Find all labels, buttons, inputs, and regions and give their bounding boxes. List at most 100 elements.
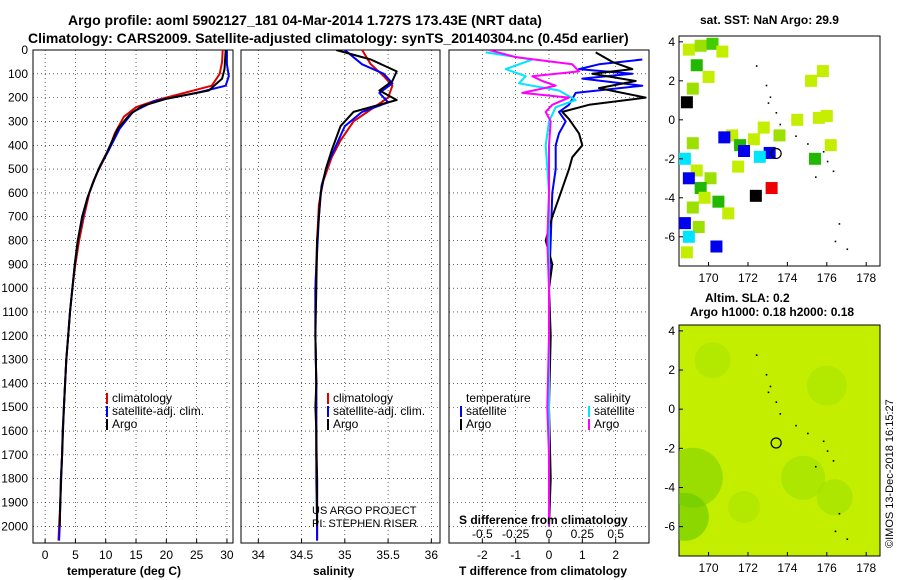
sst-cell [686, 82, 699, 95]
sst-cell [682, 172, 695, 185]
island-speck [822, 151, 825, 153]
legend-label: satellite-adj. clim. [112, 404, 204, 418]
x-tick-label: 10 [99, 548, 113, 562]
map-x-tick-label: 172 [738, 561, 758, 575]
island-speck [834, 530, 837, 533]
pressure-tick-label: 500 [8, 162, 28, 176]
x-tick-label: 35 [338, 548, 352, 562]
map-x-tick-label: 174 [777, 561, 797, 575]
temperature-legend: climatology satellite-adj. clim. Argo [106, 391, 204, 431]
island-speck [775, 112, 778, 114]
map-y-tick-label: -4 [664, 191, 675, 205]
sst-cell [820, 109, 833, 122]
island-speck [846, 538, 849, 540]
pi-credit: PI: STEPHEN RISER [312, 518, 417, 530]
map-y-tick-label: 4 [668, 35, 675, 49]
x-tick-label: 2 [612, 548, 619, 562]
island-speck [834, 240, 837, 243]
map-x-tick-label: 178 [856, 561, 876, 575]
pressure-tick-label: 1500 [1, 400, 28, 414]
map-x-tick-label: 170 [699, 271, 719, 285]
legend-label: Argo [594, 417, 620, 431]
series-line-argo [58, 50, 227, 527]
salinity-lines [314, 50, 398, 541]
pressure-tick-label: 1900 [1, 496, 28, 510]
project-credit: US ARGO PROJECT [312, 505, 417, 517]
argo-position-marker [770, 147, 782, 160]
island-speck [795, 135, 797, 138]
series-line-argo [314, 50, 398, 527]
sst-map-cells [679, 37, 837, 259]
sst-cell [716, 45, 729, 58]
sla-map-title: Altim. SLA: 0.2 [705, 291, 790, 305]
island-speck [765, 373, 768, 376]
sla-anomaly-patch [816, 479, 853, 516]
sst-map-title: sat. SST: NaN Argo: 29.9 [700, 13, 839, 27]
x-tick-label: 25 [190, 548, 204, 562]
s-tick-label: 0.25 [571, 527, 595, 541]
s-tick-label: -0.5 [472, 527, 493, 541]
sst-cell [712, 195, 725, 208]
legend-label: Argo [466, 417, 492, 431]
salinity-legend: climatology satellite-adj. clim. Argo [327, 391, 425, 431]
temperature-lines [57, 50, 230, 541]
sst-cell [692, 221, 705, 234]
sst-cell [679, 152, 691, 165]
x-tick-label: 30 [220, 548, 234, 562]
s-tick-label: 0 [546, 527, 553, 541]
temperature-panel-frame [32, 49, 234, 544]
imos-credit: ©IMOS 13-Dec-2018 16:15:27 [884, 399, 896, 548]
island-speck [838, 223, 841, 225]
legend-label: Argo [112, 417, 138, 431]
s-tick-label: 0.5 [607, 527, 624, 541]
island-speck [838, 512, 841, 515]
island-speck [765, 84, 768, 87]
legend-label: satellite [594, 404, 635, 418]
island-speck [814, 465, 817, 468]
sst-cell [738, 145, 751, 157]
island-speck [755, 354, 758, 356]
sst-cell [702, 70, 715, 83]
pressure-tick-label: 200 [8, 91, 28, 105]
sla-anomaly-patch [679, 447, 723, 508]
pressure-tick-label: 300 [8, 114, 28, 128]
sst-cell [816, 65, 829, 78]
series-line-s-argo [488, 50, 580, 527]
sla-map-field [679, 342, 853, 541]
figure-title-line1: Argo profile: aoml 5902127_181 04-Mar-20… [68, 12, 542, 28]
x-tick-label: 15 [129, 548, 143, 562]
temperature-x-axis: 0 5 10 15 20 25 30 [42, 539, 234, 562]
island-speck [826, 450, 829, 452]
sst-cell [694, 182, 707, 195]
map-y-tick-label: 0 [668, 402, 675, 416]
pressure-tick-label: 0 [21, 43, 28, 57]
difference-s-label: S difference from climatology [459, 513, 628, 527]
salinity-panel-frame [240, 49, 441, 544]
sst-cell [765, 182, 778, 195]
sla-anomaly-patch [679, 492, 709, 541]
sst-cell [690, 59, 703, 72]
x-tick-label: 1 [579, 548, 586, 562]
pressure-tick-label: 700 [8, 210, 28, 224]
map-y-tick-label: -6 [664, 520, 675, 534]
island-speck [846, 248, 849, 251]
sla-anomaly-patch [728, 491, 761, 524]
x-tick-label: 36 [425, 548, 439, 562]
legend-title-temperature: temperature [466, 391, 531, 405]
pressure-tick-label: 1600 [1, 424, 28, 438]
sla-map-axes: 170 172 174 176 178 4 2 0 -2 -4 -6 [664, 324, 876, 575]
map-x-tick-label: 172 [738, 271, 758, 285]
island-speck [767, 391, 770, 394]
island-speck [779, 123, 782, 126]
sst-cell [749, 189, 762, 202]
sst-cell [805, 74, 818, 87]
island-speck [814, 176, 817, 178]
pressure-tick-label: 1300 [1, 353, 28, 367]
map-y-tick-label: 2 [668, 363, 675, 377]
sst-cell [808, 152, 821, 165]
map-y-tick-label: 0 [668, 113, 675, 127]
salinity-x-axis: 34 34.5 35 35.5 36 [252, 539, 439, 562]
temperature-grid [33, 49, 233, 543]
pressure-tick-label: 100 [8, 67, 28, 81]
sst-cell [710, 240, 723, 253]
